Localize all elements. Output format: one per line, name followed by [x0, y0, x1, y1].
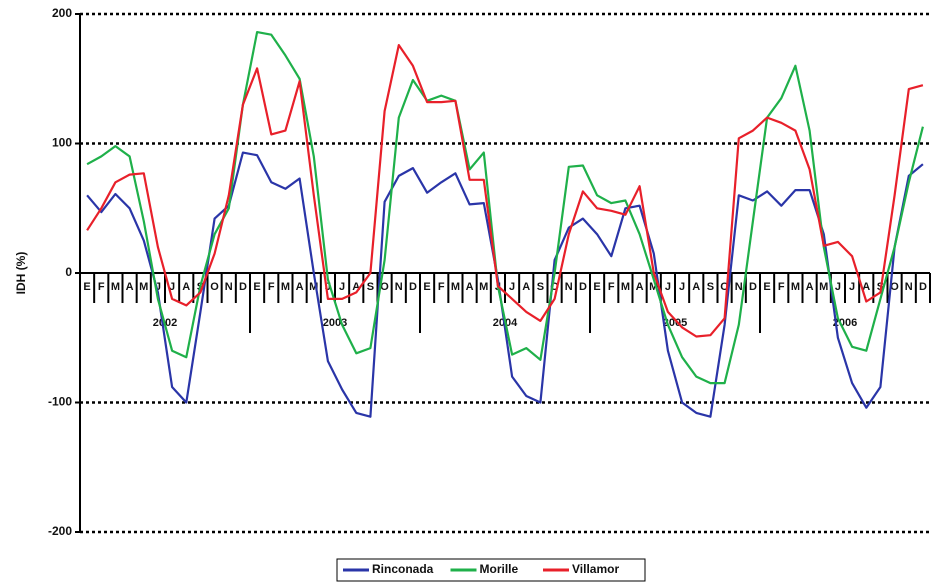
x-tick-label: A [352, 281, 360, 293]
x-tick-label: N [225, 281, 233, 293]
x-tick-label: J [339, 281, 345, 293]
x-tick-label: M [819, 281, 828, 293]
x-tick-label: M [451, 281, 460, 293]
x-tick-label: F [268, 281, 275, 293]
x-tick-label: O [380, 281, 389, 293]
x-tick-label: E [593, 281, 600, 293]
x-tick-label: J [509, 281, 515, 293]
x-tick-label: M [281, 281, 290, 293]
x-tick-label: J [835, 281, 841, 293]
x-tick-label: E [763, 281, 770, 293]
x-tick-label: D [919, 281, 927, 293]
x-tick-label: O [890, 281, 899, 293]
x-tick-label: O [210, 281, 219, 293]
x-tick-label: J [679, 281, 685, 293]
x-tick-label: O [550, 281, 559, 293]
y-tick-label: 100 [52, 136, 72, 150]
x-tick-label: J [325, 281, 331, 293]
x-tick-label: D [409, 281, 417, 293]
x-tick-label: F [608, 281, 615, 293]
x-tick-label: N [905, 281, 913, 293]
x-tick-label: M [139, 281, 148, 293]
x-tick-label: M [649, 281, 658, 293]
x-tick-label: D [749, 281, 757, 293]
series-line [86, 31, 924, 385]
x-tick-label: A [862, 281, 870, 293]
x-tick-label: A [806, 281, 814, 293]
x-tick-label: M [621, 281, 630, 293]
y-tick-label: -100 [48, 395, 72, 409]
legend-label: Morille [480, 562, 519, 576]
x-tick-label: S [367, 281, 374, 293]
x-tick-label: D [239, 281, 247, 293]
x-tick-label: S [537, 281, 544, 293]
x-tick-label: F [438, 281, 445, 293]
x-tick-label: M [479, 281, 488, 293]
x-tick-label: S [707, 281, 714, 293]
legend-label: Rinconada [372, 562, 434, 576]
legend-label: Villamor [572, 562, 619, 576]
x-tick-label: N [565, 281, 573, 293]
x-tick-label: F [98, 281, 105, 293]
x-tick-label: A [182, 281, 190, 293]
x-tick-label: D [579, 281, 587, 293]
x-tick-label: A [636, 281, 644, 293]
x-tick-label: M [791, 281, 800, 293]
y-tick-label: 200 [52, 6, 72, 20]
x-tick-label: O [720, 281, 729, 293]
y-tick-label: -200 [48, 524, 72, 538]
x-tick-label: N [735, 281, 743, 293]
x-tick-label: E [253, 281, 260, 293]
y-axis-label: IDH (%) [14, 252, 28, 295]
x-tick-label: E [423, 281, 430, 293]
x-tick-label: J [169, 281, 175, 293]
x-tick-label: J [155, 281, 161, 293]
x-tick-label: A [296, 281, 304, 293]
legend: Rinconada Morille Villamor [336, 558, 646, 582]
x-tick-label: A [466, 281, 474, 293]
x-tick-label: E [83, 281, 90, 293]
y-tick-label: 0 [65, 265, 72, 279]
x-tick-label: A [522, 281, 530, 293]
x-tick-label: A [692, 281, 700, 293]
x-tick-label: M [309, 281, 318, 293]
x-tick-label: J [665, 281, 671, 293]
x-tick-label: M [111, 281, 120, 293]
x-tick-label: F [778, 281, 785, 293]
x-tick-label: N [395, 281, 403, 293]
x-tick-label: A [126, 281, 134, 293]
series-line [86, 44, 924, 338]
legend-box [336, 558, 646, 582]
x-tick-label: J [849, 281, 855, 293]
